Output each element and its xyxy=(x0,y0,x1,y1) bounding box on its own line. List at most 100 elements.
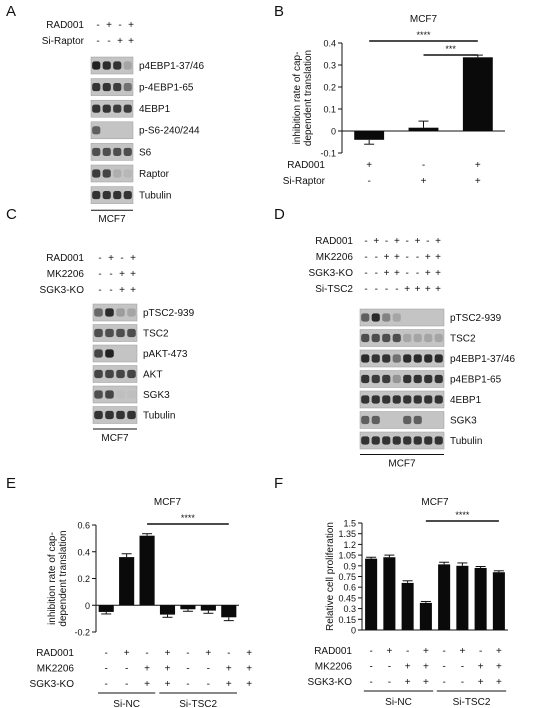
bar xyxy=(221,605,237,618)
blot-band xyxy=(382,313,391,322)
chart-title: MCF7 xyxy=(421,497,449,508)
blot-band xyxy=(371,436,380,445)
blot-band xyxy=(403,415,412,425)
blot-strip xyxy=(92,406,138,424)
treatment-sign: + xyxy=(404,284,410,295)
treatment-sign: - xyxy=(364,284,367,295)
treatment-sign: + xyxy=(124,648,130,659)
blot-strip xyxy=(90,121,134,140)
y-axis-label: Relative cell proliferation xyxy=(325,522,336,631)
blot-label: p-S6-240/244 xyxy=(139,126,200,137)
treatment-sign: + xyxy=(246,664,252,675)
blot-band xyxy=(382,333,391,343)
treatment-sign: + xyxy=(394,268,400,279)
treatment-label: Si-Raptor xyxy=(42,36,85,47)
blot-label: pTSC2-939 xyxy=(143,308,195,319)
treatment-label: MK2206 xyxy=(316,252,354,263)
blot-band xyxy=(371,333,380,343)
bar xyxy=(119,557,135,606)
blot-band xyxy=(94,390,103,399)
treatment-sign: - xyxy=(207,679,210,690)
treatment-sign: + xyxy=(384,252,390,263)
blot-band xyxy=(371,354,380,363)
treatment-sign: + xyxy=(117,36,123,47)
blot-background xyxy=(92,385,138,404)
treatment-label: MK2206 xyxy=(47,269,85,280)
treatment-label: SGK3-KO xyxy=(309,268,354,279)
blot-label: 4EBP1 xyxy=(139,104,171,115)
blot-label: pAKT-473 xyxy=(143,349,188,360)
blot-band xyxy=(113,147,122,156)
treatment-sign: - xyxy=(186,648,189,659)
treatment-label: Si-TSC2 xyxy=(315,284,353,295)
treatment-sign: - xyxy=(406,268,409,279)
blot-band xyxy=(123,191,132,200)
treatment-sign: - xyxy=(120,253,123,264)
blot-label: Tubulin xyxy=(139,191,171,202)
y-tick-label: 0 xyxy=(331,127,336,137)
blot-band xyxy=(424,436,433,445)
treatment-sign: - xyxy=(422,160,425,171)
blot-strip xyxy=(359,349,445,368)
blot-band xyxy=(92,147,101,156)
blot-band xyxy=(123,147,132,156)
blot-background xyxy=(90,164,134,183)
blot-strip xyxy=(90,164,134,183)
treatment-sign: + xyxy=(226,679,232,690)
treatment-sign: - xyxy=(105,679,108,690)
treatment-sign: - xyxy=(125,664,128,675)
chart-title: MCF7 xyxy=(154,497,182,508)
y-tick-label: 0.6 xyxy=(343,583,356,593)
treatment-sign: + xyxy=(435,236,441,247)
bar xyxy=(159,605,176,615)
significance-label: *** xyxy=(445,44,456,54)
blot-band xyxy=(382,436,391,445)
panel-letter-f: F xyxy=(274,475,283,492)
panel-letter-d: D xyxy=(274,206,285,223)
treatment-sign: - xyxy=(109,269,112,280)
blot-background xyxy=(359,308,445,327)
group-label: Si-TSC2 xyxy=(179,699,217,708)
blot-band xyxy=(361,436,370,445)
blot-band xyxy=(105,390,114,399)
treatment-label: Si-Raptor xyxy=(283,176,326,187)
treatment-sign: + xyxy=(423,677,429,688)
blot-background xyxy=(90,56,134,75)
blot-band xyxy=(413,354,422,363)
treatment-sign: + xyxy=(459,646,465,657)
blot-band xyxy=(94,308,103,317)
treatment-sign: - xyxy=(207,664,210,675)
treatment-sign: + xyxy=(386,646,392,657)
blot-band xyxy=(127,369,136,379)
treatment-sign: - xyxy=(364,236,367,247)
group-label: Si-NC xyxy=(385,697,412,708)
blot-label: SGK3 xyxy=(450,415,477,426)
treatment-sign: + xyxy=(496,646,502,657)
treatment-sign: - xyxy=(367,176,370,187)
treatment-sign: + xyxy=(108,253,114,264)
treatment-sign: + xyxy=(394,252,400,263)
blot-band xyxy=(102,147,111,156)
blot-band xyxy=(403,395,412,404)
treatment-sign: - xyxy=(388,677,391,688)
y-tick-label: 0.1 xyxy=(323,105,336,115)
blot-band xyxy=(382,395,391,404)
blot-band xyxy=(123,83,132,92)
treatment-sign: + xyxy=(421,176,427,187)
treatment-sign: - xyxy=(385,284,388,295)
blot-strip xyxy=(359,370,445,388)
blot-band xyxy=(105,308,114,317)
blot-band xyxy=(403,374,412,384)
treatment-sign: + xyxy=(246,679,252,690)
bar xyxy=(365,558,378,630)
treatment-sign: - xyxy=(479,646,482,657)
bar xyxy=(139,535,155,606)
treatment-sign: - xyxy=(145,648,148,659)
blot-band xyxy=(105,349,114,358)
treatment-sign: + xyxy=(425,284,431,295)
blot-label: p4EBP1-65 xyxy=(450,374,502,385)
treatment-sign: + xyxy=(130,253,136,264)
significance-label: **** xyxy=(416,30,431,40)
treatment-sign: + xyxy=(144,679,150,690)
treatment-sign: - xyxy=(118,20,121,31)
